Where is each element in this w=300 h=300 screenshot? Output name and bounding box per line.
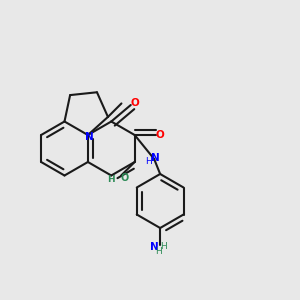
Text: N: N [85,131,94,142]
Text: H: H [155,247,162,256]
Text: H: H [160,242,166,251]
Text: H: H [145,158,152,166]
Text: H: H [107,176,115,184]
Text: N: N [151,153,159,164]
Text: O: O [121,172,129,183]
Text: N: N [150,242,159,252]
Text: O: O [156,130,164,140]
Text: O: O [130,98,139,108]
